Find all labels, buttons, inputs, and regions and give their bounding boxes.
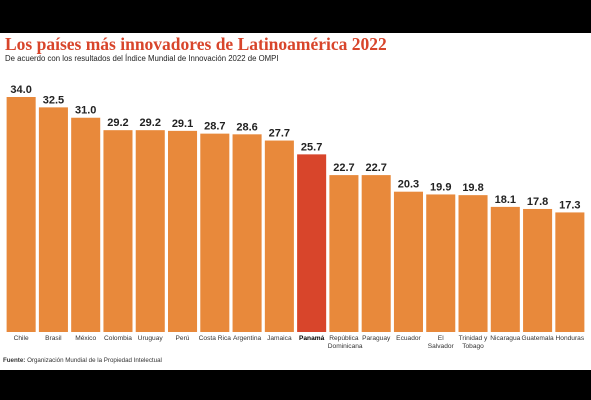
x-tick-label: Trinidad y Tobago xyxy=(458,335,488,350)
x-tick-label: Uruguay xyxy=(137,335,163,342)
bar xyxy=(38,107,68,332)
bar xyxy=(523,208,553,332)
bar xyxy=(264,140,294,332)
bar xyxy=(490,206,520,332)
x-tick-label: Paraguay xyxy=(362,335,391,342)
bar xyxy=(6,97,36,332)
value-label: 17.3 xyxy=(559,199,580,211)
value-label: 22.7 xyxy=(365,162,386,174)
source-note: Fuente: Organización Mundial de la Propi… xyxy=(3,357,162,364)
value-label: 18.1 xyxy=(495,194,516,206)
value-label: 20.3 xyxy=(398,179,419,191)
bottom-band xyxy=(0,370,591,400)
value-label: 31.0 xyxy=(75,105,96,117)
bar xyxy=(555,212,585,332)
x-tick-label: Honduras xyxy=(555,335,585,342)
value-label: 25.7 xyxy=(301,141,322,153)
source: Organización Mundial de la Propiedad Int… xyxy=(27,357,162,364)
bar xyxy=(232,134,262,332)
bar xyxy=(135,130,165,332)
x-tick-label: Ecuador xyxy=(396,335,421,342)
value-label: 34.0 xyxy=(10,84,31,96)
value-label: 27.7 xyxy=(269,128,290,140)
chart-subtitle: De acuerdo con los resultados del Índice… xyxy=(5,54,279,63)
bar xyxy=(426,194,456,332)
bar xyxy=(297,154,327,332)
bar xyxy=(103,130,133,332)
x-tick-label: Jamaica xyxy=(267,335,292,342)
x-tick-label: Nicaragua xyxy=(490,335,521,342)
value-label: 19.9 xyxy=(430,181,451,193)
value-label: 29.1 xyxy=(172,118,193,130)
value-label: 17.8 xyxy=(527,196,548,208)
value-label: 19.8 xyxy=(462,182,483,194)
bar xyxy=(168,130,198,332)
x-tick-label: Perú xyxy=(175,335,190,342)
value-label: 28.6 xyxy=(236,121,257,133)
bar xyxy=(200,133,230,332)
chart-title: Los países más innovadores de Latinoamér… xyxy=(5,34,387,54)
value-label: 32.5 xyxy=(43,94,64,106)
bar xyxy=(393,191,423,332)
top-band xyxy=(0,0,591,33)
x-tick-label: Costa Rica xyxy=(198,335,231,342)
x-tick-label: Argentina xyxy=(232,335,262,342)
bar xyxy=(458,195,488,332)
x-tick-label: República Dominicana xyxy=(327,335,363,350)
value-label: 28.7 xyxy=(204,121,225,133)
bar xyxy=(329,175,359,332)
x-tick-label: Colombia xyxy=(104,335,132,342)
bar xyxy=(361,175,391,332)
x-tick-label: Panamá xyxy=(298,335,325,342)
x-tick-label: El Salvador xyxy=(427,335,454,350)
x-tick-label: Guatemala xyxy=(521,335,554,342)
x-tick-label: Brasil xyxy=(45,335,62,342)
value-label: 22.7 xyxy=(333,162,354,174)
bar xyxy=(71,117,101,332)
source-label: Fuente: xyxy=(3,357,26,364)
value-label: 29.2 xyxy=(107,117,128,129)
value-label: 29.2 xyxy=(140,117,161,129)
x-tick-label: México xyxy=(75,335,97,342)
x-tick-label: Chile xyxy=(13,335,29,342)
